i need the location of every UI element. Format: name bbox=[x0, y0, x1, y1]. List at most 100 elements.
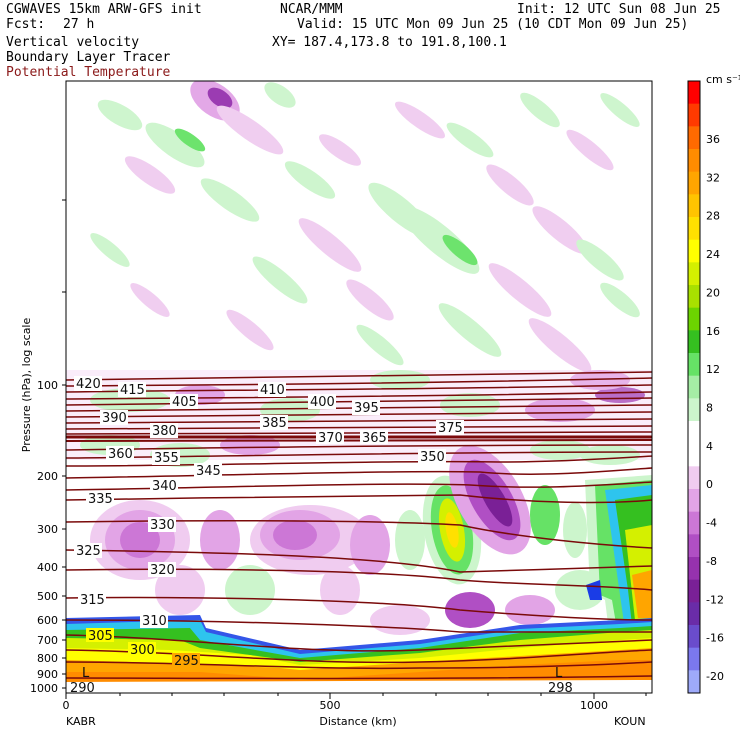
theta-line-320 bbox=[66, 568, 652, 591]
y-tick-500: 500 bbox=[37, 590, 58, 603]
org-label: NCAR/MMM bbox=[280, 2, 343, 17]
colorbar-swatch bbox=[688, 330, 700, 354]
y-tick-700: 700 bbox=[37, 634, 58, 647]
colorbar-swatch bbox=[688, 647, 700, 671]
colorbar-tick-label: -12 bbox=[706, 593, 724, 606]
colorbar-frame bbox=[687, 80, 701, 694]
colorbar-swatch bbox=[688, 466, 700, 490]
colorbar-swatch bbox=[688, 307, 700, 331]
theta-label-300: 300 bbox=[130, 643, 155, 658]
theta-line-325 bbox=[66, 549, 652, 573]
colorbar-swatch bbox=[688, 171, 700, 195]
y-tick-900: 900 bbox=[37, 668, 58, 681]
theta-line-330 bbox=[66, 520, 652, 549]
theta-label-305: 305 bbox=[88, 629, 113, 644]
forecast-label: Fcst: bbox=[6, 17, 46, 32]
x-axis bbox=[65, 693, 647, 699]
colorbar-swatch bbox=[688, 579, 700, 603]
theta-line-350 bbox=[66, 455, 652, 467]
colorbar-tick-label: 24 bbox=[706, 248, 720, 261]
theta-label-395: 395 bbox=[354, 401, 379, 416]
theta-line-310 bbox=[66, 619, 652, 633]
colorbar-swatch bbox=[688, 194, 700, 218]
endpoint-right: KOUN bbox=[614, 715, 646, 728]
colorbar-swatch bbox=[688, 149, 700, 173]
colorbar-tick-label: 32 bbox=[706, 171, 720, 184]
colorbar-swatch bbox=[688, 81, 700, 105]
x-tick-0: 0 bbox=[63, 699, 70, 712]
theta-label-400: 400 bbox=[310, 395, 335, 410]
theta-label-415: 415 bbox=[120, 383, 145, 398]
low-marker-left: L bbox=[82, 666, 90, 681]
theta-labels: 420 415 410 405 400 395 390 385 380 375 … bbox=[70, 376, 573, 696]
theta-label-420: 420 bbox=[76, 377, 101, 392]
colorbar-tick-label: -4 bbox=[706, 517, 717, 530]
colorbar-swatch bbox=[688, 103, 700, 127]
colorbar-swatch bbox=[688, 239, 700, 263]
theta-line-290 bbox=[66, 675, 652, 680]
y-tick-1000: 1000 bbox=[30, 682, 58, 695]
surface-value-label: 298 bbox=[548, 681, 573, 696]
colorbar-swatch bbox=[688, 625, 700, 649]
theta-line-335 bbox=[66, 494, 652, 504]
theta-line-345 bbox=[66, 467, 652, 479]
field-vertical-velocity: Vertical velocity bbox=[6, 35, 140, 50]
theta-label-385: 385 bbox=[262, 416, 287, 431]
model-title: CGWAVES 15km ARW-GFS init bbox=[6, 2, 202, 17]
field-boundary-layer-tracer: Boundary Layer Tracer bbox=[6, 50, 171, 65]
colorbar-swatch bbox=[688, 443, 700, 467]
theta-label-325: 325 bbox=[76, 544, 101, 559]
colorbar-swatch bbox=[688, 217, 700, 241]
theta-label-355: 355 bbox=[154, 451, 179, 466]
endpoint-left: KABR bbox=[66, 715, 96, 728]
y-tick-600: 600 bbox=[37, 614, 58, 627]
colorbar-swatch bbox=[688, 421, 700, 445]
y-axis-title: Pressure (hPa), log scale bbox=[20, 318, 33, 453]
valid-time: Valid: 15 UTC Mon 09 Jun 25 (10 CDT Mon … bbox=[297, 17, 689, 32]
colorbar-swatch bbox=[688, 489, 700, 513]
colorbar-unit: cm s⁻¹ bbox=[706, 73, 740, 86]
colorbar-tick-label: 0 bbox=[706, 478, 713, 491]
boundary-layer-bottom bbox=[66, 615, 652, 693]
theta-label-320: 320 bbox=[150, 563, 175, 578]
colorbar-tick-label: 28 bbox=[706, 210, 720, 223]
y-tick-labels: 100 200 300 400 500 600 700 800 900 1000 bbox=[30, 379, 58, 695]
y-tick-200: 200 bbox=[37, 470, 58, 483]
colorbar-tick-label: 12 bbox=[706, 363, 720, 376]
theta-label-365: 365 bbox=[362, 431, 387, 446]
init-time: Init: 12 UTC Sun 08 Jun 25 bbox=[517, 2, 721, 17]
theta-line-375 bbox=[66, 431, 652, 435]
colorbar-swatch bbox=[688, 398, 700, 422]
theta-label-350: 350 bbox=[420, 450, 445, 465]
colorbar-tick-labels: 36 32 28 24 20 16 12 8 4 0 -4 -8 -12 -16 -20 bbox=[706, 133, 724, 683]
colorbar bbox=[687, 80, 701, 694]
x-tick-1000: 1000 bbox=[580, 699, 608, 712]
colorbar-tick-label: -16 bbox=[706, 632, 724, 645]
theta-label-295: 295 bbox=[174, 654, 199, 669]
cross-section-coords: XY= 187.4,173.8 to 191.8,100.1 bbox=[272, 35, 507, 50]
colorbar-swatch bbox=[688, 285, 700, 309]
theta-label-315: 315 bbox=[80, 593, 105, 608]
theta-label-335: 335 bbox=[88, 492, 113, 507]
theta-line-305 bbox=[66, 634, 652, 652]
theta-label-410: 410 bbox=[260, 383, 285, 398]
x-axis-title: Distance (km) bbox=[319, 715, 396, 728]
theta-label-380: 380 bbox=[152, 424, 177, 439]
theta-label-370: 370 bbox=[318, 431, 343, 446]
colorbar-swatch bbox=[688, 126, 700, 150]
theta-label-345: 345 bbox=[196, 464, 221, 479]
theta-label-330: 330 bbox=[150, 518, 175, 533]
theta-label-390: 390 bbox=[102, 411, 127, 426]
colorbar-swatch bbox=[688, 353, 700, 377]
theta-line-365 bbox=[66, 439, 652, 442]
colorbar-swatch bbox=[688, 557, 700, 581]
theta-line-315 bbox=[66, 596, 652, 621]
colorbar-swatch bbox=[688, 534, 700, 558]
y-tick-300: 300 bbox=[37, 523, 58, 536]
theta-label-375: 375 bbox=[438, 421, 463, 436]
colorbar-swatch bbox=[688, 375, 700, 399]
theta-label-360: 360 bbox=[108, 447, 133, 462]
y-tick-400: 400 bbox=[37, 561, 58, 574]
y-tick-800: 800 bbox=[37, 652, 58, 665]
theta-line-420 bbox=[66, 371, 652, 381]
